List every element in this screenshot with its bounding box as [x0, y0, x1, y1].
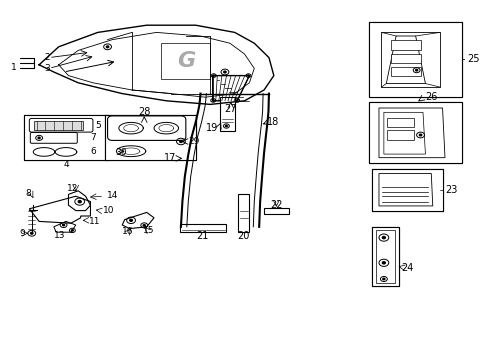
Bar [368, 22, 461, 97]
Text: 22: 22 [269, 200, 282, 210]
Circle shape [106, 46, 108, 48]
Circle shape [78, 201, 81, 203]
Circle shape [143, 225, 145, 226]
Circle shape [247, 75, 248, 76]
Circle shape [38, 137, 40, 139]
Bar [105, 115, 195, 160]
Text: 19: 19 [206, 123, 218, 133]
Circle shape [415, 69, 417, 71]
Bar [390, 67, 420, 76]
Bar [371, 227, 398, 286]
Text: 14: 14 [106, 191, 118, 199]
Text: 15: 15 [143, 226, 155, 235]
Text: 13: 13 [54, 231, 66, 240]
Bar [220, 97, 234, 131]
Text: 20: 20 [237, 231, 249, 241]
FancyBboxPatch shape [30, 132, 77, 143]
Circle shape [31, 233, 33, 234]
Bar [161, 43, 210, 79]
Text: 25: 25 [466, 54, 479, 64]
Circle shape [62, 224, 64, 226]
Text: 23: 23 [444, 185, 456, 195]
Circle shape [179, 140, 182, 143]
FancyBboxPatch shape [107, 116, 185, 140]
Circle shape [382, 237, 385, 239]
Text: 3: 3 [44, 64, 50, 73]
Text: 24: 24 [400, 263, 412, 273]
Circle shape [224, 71, 225, 73]
Bar [368, 22, 461, 97]
Text: 28: 28 [138, 107, 150, 117]
Circle shape [213, 75, 214, 76]
FancyBboxPatch shape [29, 118, 93, 132]
Text: 12: 12 [66, 184, 78, 193]
Text: 26: 26 [425, 92, 437, 102]
Text: 11: 11 [89, 217, 101, 226]
Text: 5: 5 [95, 121, 101, 130]
Circle shape [71, 230, 73, 231]
Text: G: G [176, 51, 195, 71]
Text: 10: 10 [102, 206, 114, 215]
Text: 18: 18 [266, 117, 278, 127]
Text: 30: 30 [115, 148, 126, 157]
Bar [368, 102, 461, 163]
Circle shape [129, 219, 132, 221]
Bar [390, 54, 420, 63]
Circle shape [236, 100, 237, 101]
Text: 9: 9 [19, 229, 25, 238]
Bar [24, 115, 107, 160]
Circle shape [382, 262, 385, 264]
Text: 8: 8 [25, 189, 31, 198]
Bar [24, 115, 107, 160]
Text: 4: 4 [63, 160, 69, 169]
Bar [105, 115, 195, 160]
Text: 17: 17 [163, 153, 176, 163]
Text: 2: 2 [44, 53, 50, 62]
Bar [371, 227, 398, 286]
Bar [386, 118, 413, 127]
Text: 29: 29 [188, 137, 199, 146]
Bar [371, 169, 442, 211]
Text: 7: 7 [90, 134, 96, 143]
Bar [34, 121, 83, 130]
Bar [238, 194, 249, 232]
Circle shape [225, 125, 227, 127]
Text: 27: 27 [224, 104, 237, 114]
Bar [386, 130, 413, 140]
Text: 6: 6 [90, 148, 96, 157]
Bar [371, 169, 442, 211]
Bar [180, 224, 226, 232]
Circle shape [382, 278, 384, 280]
Text: 16: 16 [122, 227, 134, 236]
Bar [390, 40, 420, 50]
Bar [264, 208, 288, 214]
Text: 21: 21 [196, 231, 209, 241]
Circle shape [212, 100, 214, 101]
Bar [368, 102, 461, 163]
Text: 1: 1 [11, 63, 17, 72]
Circle shape [419, 134, 421, 136]
